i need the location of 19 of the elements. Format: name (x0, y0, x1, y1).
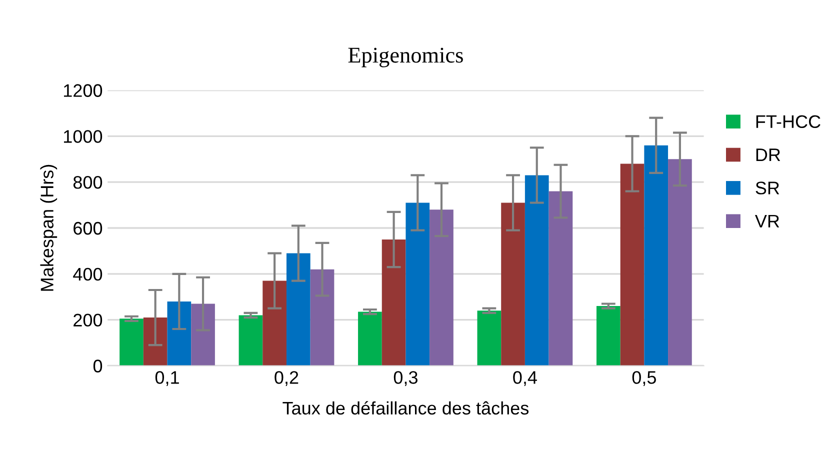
legend-label: DR (756, 148, 780, 162)
legend-label: FT-HCC (756, 115, 820, 128)
chart-title: Epigenomics (348, 48, 463, 68)
x-tick-label: 0,2 (274, 371, 298, 386)
y-tick-label: 600 (74, 222, 102, 235)
y-tick-label: 400 (73, 268, 102, 281)
y-tick-label: 200 (74, 314, 102, 327)
x-tick-label: 0,4 (513, 371, 537, 386)
y-axis-title: Makespan (Hrs) (40, 164, 58, 291)
y-tick-label: 1200 (64, 84, 102, 97)
x-axis-title: Taux de défaillance des tâches (282, 401, 529, 415)
y-tick-label: 800 (73, 176, 102, 189)
x-tick-label: 0,5 (632, 371, 656, 386)
x-tick-label: 0,1 (155, 371, 179, 386)
legend-label: VR (754, 214, 780, 228)
y-tick-label: 0 (93, 360, 102, 372)
y-tick-label: 1000 (64, 130, 102, 143)
legend-label: SR (756, 182, 780, 194)
x-tick-label: 0,3 (394, 371, 418, 386)
